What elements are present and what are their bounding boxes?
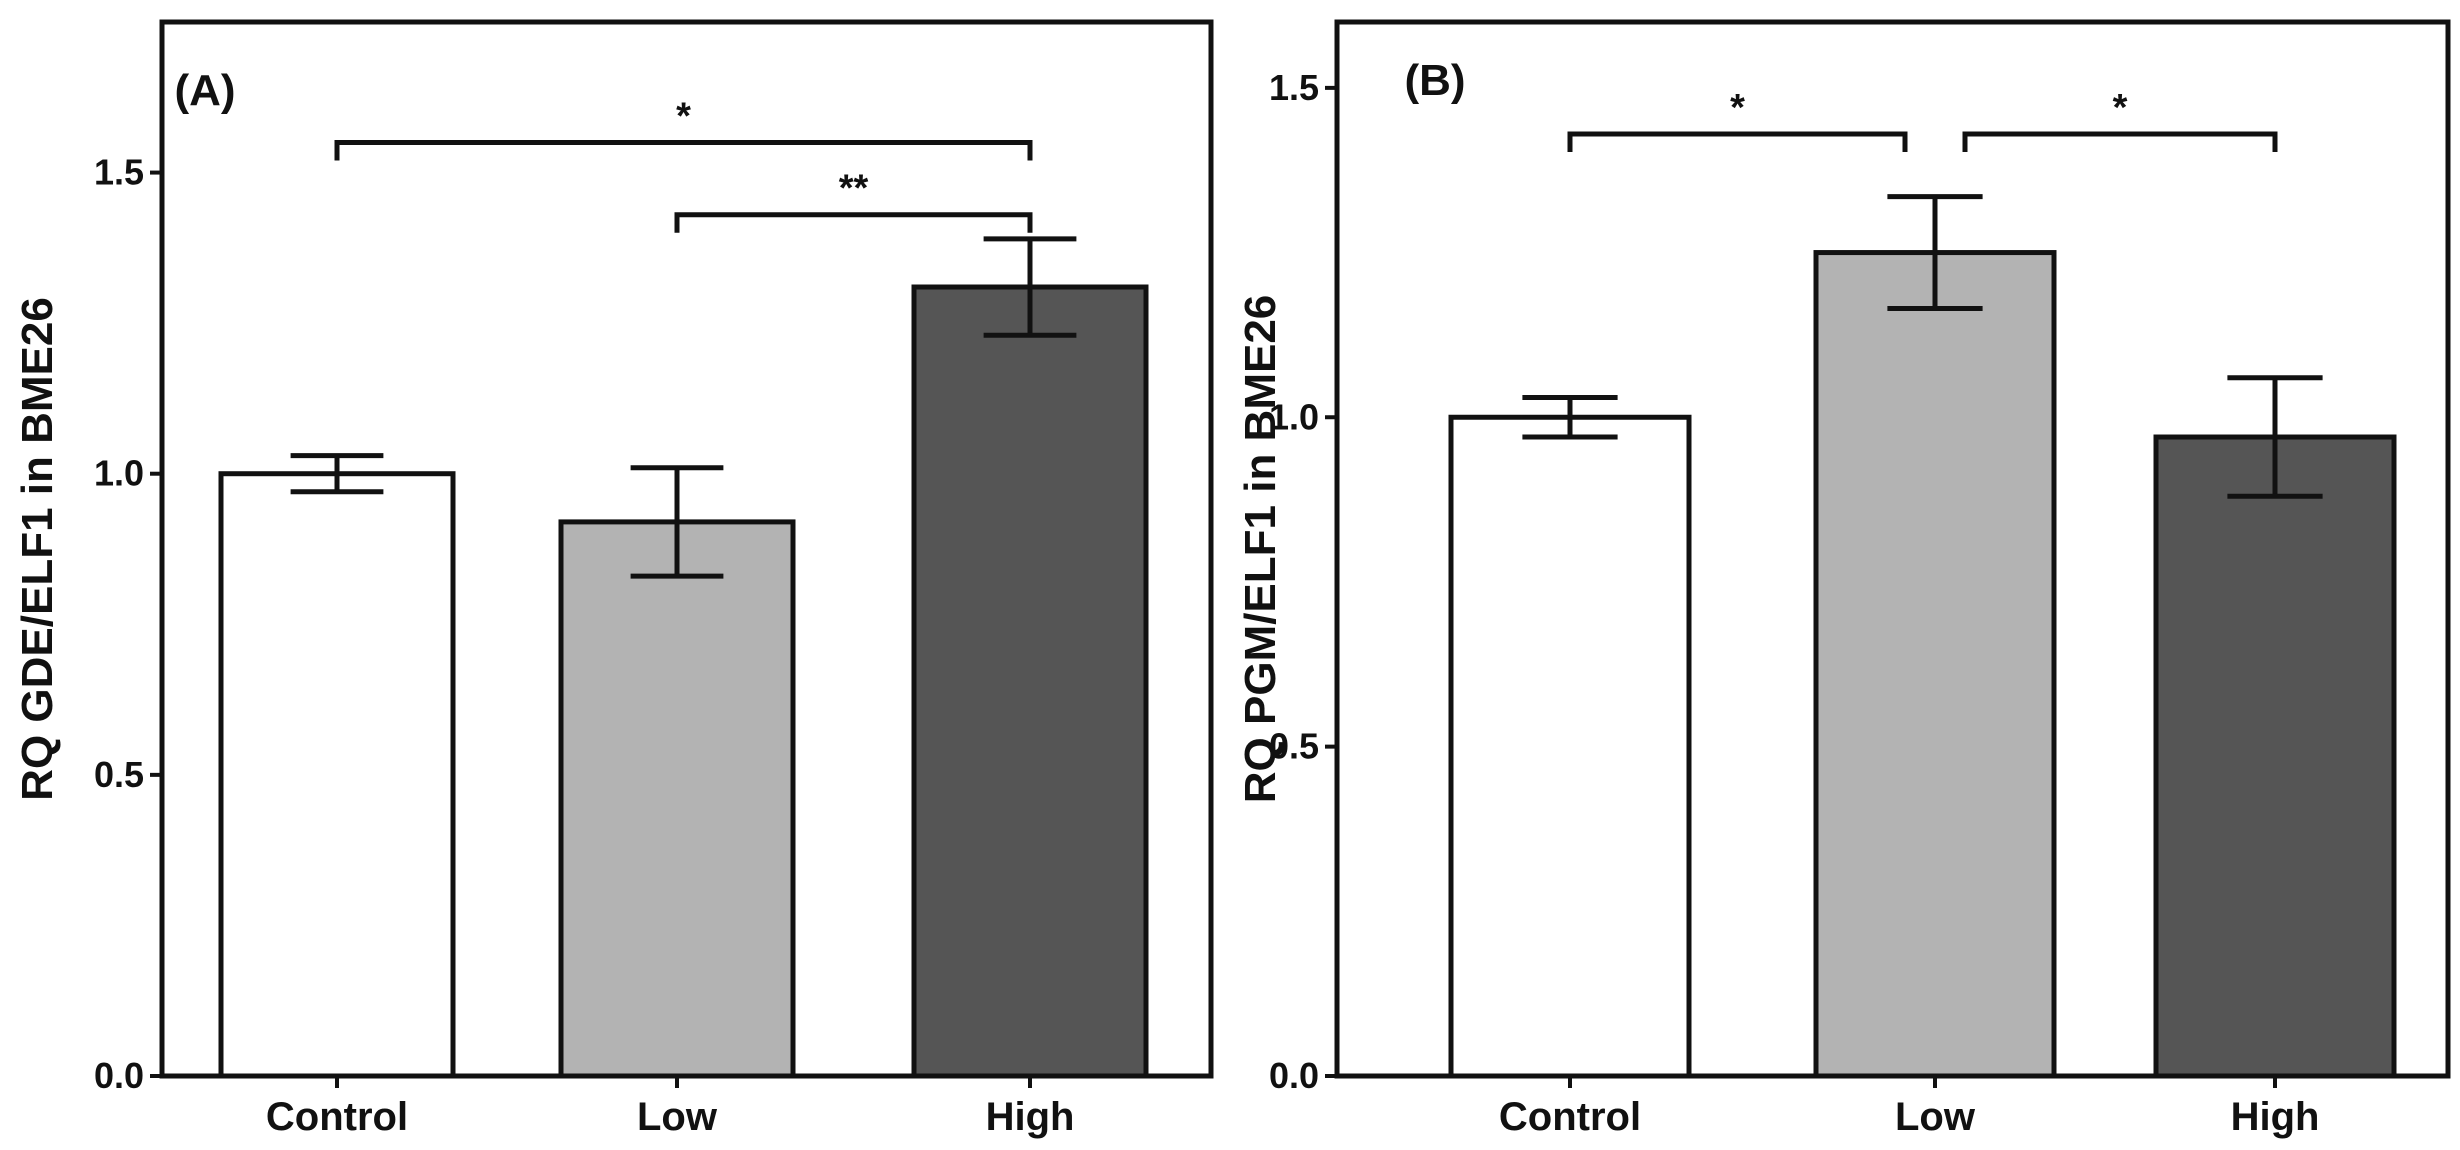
y-tick-label: 0.5	[1269, 726, 1319, 767]
panel-b: 0.0 0.5 1.0 1.5 RQ PGM/ELF1 in BME26 (B) Contr…	[1236, 19, 2451, 1139]
significance-bracket	[674, 212, 1033, 233]
x-tick-label: Low	[637, 1095, 718, 1139]
x-tick-label: Control	[1499, 1095, 1641, 1139]
panel-label: (A)	[174, 66, 235, 115]
bar-high	[911, 284, 1149, 1079]
bar-control	[1448, 414, 1692, 1079]
significance-bracket	[1962, 131, 2278, 152]
bar-high	[2153, 434, 2397, 1079]
bar-low	[558, 519, 796, 1079]
x-tick-label: High	[2231, 1095, 2320, 1139]
y-tick-label: 0.5	[94, 754, 144, 795]
significance-label: *	[1730, 87, 1745, 129]
y-tick-label: 1.0	[1269, 396, 1319, 437]
y-axis-label: RQ GDE/ELF1 in BME26	[13, 297, 62, 801]
bar-control	[218, 471, 456, 1079]
significance-label: *	[2113, 87, 2128, 129]
significance-bracket	[1567, 131, 1908, 152]
significance-label: **	[839, 168, 869, 210]
y-tick-label: 1.5	[94, 152, 144, 193]
bar-low	[1813, 250, 2057, 1079]
y-tick-label: 1.0	[94, 453, 144, 494]
significance-label: *	[676, 95, 691, 137]
y-tick-label: 0.0	[94, 1055, 144, 1096]
y-tick-label: 1.5	[1269, 67, 1319, 108]
y-axis-label: RQ PGM/ELF1 in BME26	[1236, 295, 1285, 804]
panel-label: (B)	[1404, 56, 1465, 105]
x-tick-label: Control	[266, 1095, 408, 1139]
x-tick-label: Low	[1895, 1095, 1976, 1139]
significance-bracket	[334, 139, 1033, 161]
x-tick-label: High	[986, 1095, 1075, 1139]
panel-a: 0.0 0.5 1.0 1.5 RQ GDE/ELF1 in BME26 (A) Contr…	[13, 19, 1214, 1139]
y-tick-label: 0.0	[1269, 1055, 1319, 1096]
